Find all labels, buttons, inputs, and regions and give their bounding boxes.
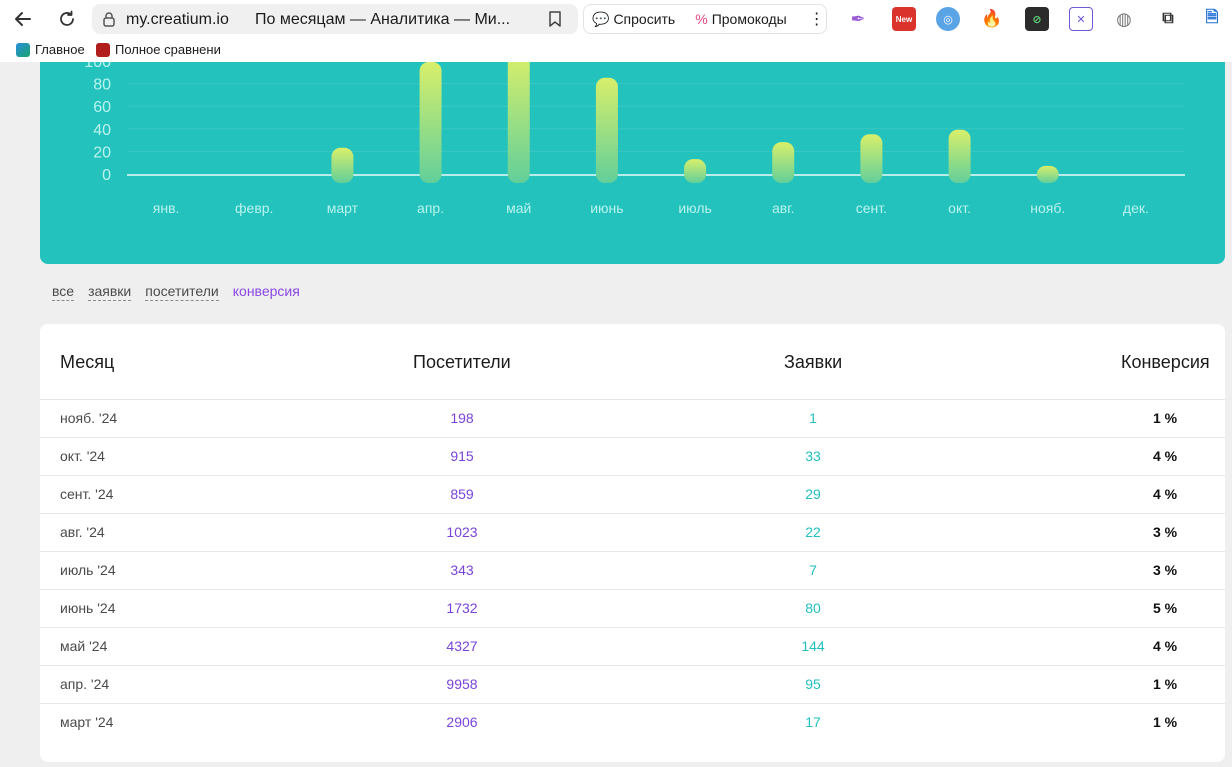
bar-10[interactable] [1036, 165, 1059, 183]
ask-label: Спросить [613, 11, 676, 27]
y-tick-label: 60 [93, 99, 111, 116]
bookmark-main[interactable]: Главное [16, 42, 85, 57]
header-month[interactable]: Месяц [60, 352, 115, 372]
table-row: авг. '24 1023 22 3 % [40, 514, 1225, 552]
bar-6[interactable] [684, 159, 707, 183]
bookmarks-bar: Главное Полное сравнени [0, 38, 1232, 62]
row-month: окт. '24 [60, 448, 105, 464]
row-month: март '24 [60, 714, 114, 730]
table-row: март '24 2906 17 1 % [60, 714, 1178, 730]
reload-button[interactable] [54, 6, 80, 32]
row-month: авг. '24 [60, 524, 105, 540]
globe-extension-icon[interactable]: ◍ [1116, 8, 1132, 29]
table-row: апр. '24 9958 95 1 % [40, 666, 1225, 704]
bar-2[interactable] [331, 147, 354, 183]
vpn-extension-icon[interactable]: ⊘ [1025, 7, 1049, 31]
row-month: май '24 [60, 638, 108, 654]
x-tick-label: дек. [1123, 200, 1149, 216]
puzzle-extension-icon[interactable]: ⧉ [1162, 10, 1174, 27]
lock-icon [103, 12, 115, 27]
y-tick-label: 20 [93, 144, 111, 161]
bar-chart: 100 80 60 40 20 0 янв. февр. март апр. май июнь июль… [84, 62, 1185, 216]
y-tick-label: 100 [84, 62, 111, 71]
table-row: сент. '24 859 29 4 % [40, 476, 1225, 514]
bar-3[interactable] [419, 62, 442, 183]
search-extension-icon[interactable]: ◎ [936, 7, 960, 31]
back-button[interactable] [10, 6, 36, 32]
arrow-left-icon [15, 12, 31, 26]
x-tick-label: июнь [590, 200, 623, 216]
bookmark-label: Главное [35, 42, 85, 57]
table-row: июнь '24 1732 80 5 % [40, 590, 1225, 628]
monthly-chart: 100 80 60 40 20 0 янв. февр. март апр. май июнь июль… [40, 62, 1225, 264]
row-month: июнь '24 [60, 600, 116, 616]
table-row: окт. '24 915 33 4 % [40, 438, 1225, 476]
table-row: нояб. '24 198 1 1 % [40, 400, 1225, 438]
x-tick-label: сент. [856, 200, 887, 216]
y-tick-label: 0 [102, 167, 111, 184]
fire-extension-icon[interactable]: 🔥 [981, 9, 1003, 28]
bookmark-icon[interactable] [546, 10, 564, 28]
bar-9[interactable] [948, 129, 971, 183]
table-row: июль '24 343 7 3 % [40, 552, 1225, 590]
y-tick-label: 40 [93, 122, 111, 139]
row-month: апр. '24 [60, 676, 110, 692]
new-extension-icon[interactable]: New [892, 7, 916, 31]
bar-8[interactable] [860, 134, 883, 183]
table-row: май '24 4327 144 4 % [40, 628, 1225, 666]
promo-label: Промокоды [711, 11, 787, 27]
new-badge: New [895, 14, 913, 24]
x-tick-label: март [327, 200, 359, 216]
chat-bubble-icon: 💬 [592, 10, 610, 27]
filter-2[interactable]: посетители [145, 283, 219, 301]
row-month: июль '24 [60, 562, 116, 578]
n-logo-icon [96, 42, 110, 57]
monthly-table: Месяц Посетители Заявки Конверсия нояб. … [40, 324, 1225, 762]
feather-extension-icon[interactable]: ✒ [850, 8, 866, 29]
kebab-icon: ⋮ [808, 11, 825, 28]
x-tick-label: нояб. [1030, 200, 1065, 216]
x-tick-label: авг. [772, 200, 795, 216]
filter-0[interactable]: все [52, 283, 75, 301]
header-visitors[interactable]: Посетители [413, 352, 511, 372]
address-bar[interactable]: my.creatium.io По месяцам — Аналитика — … [92, 4, 578, 34]
row-month: сент. '24 [60, 486, 114, 502]
assistant-pill-group: 💬 Спросить % Промокоды ⋮ [583, 4, 827, 34]
header-conversion[interactable]: Конверсия [1121, 352, 1210, 372]
browser-toolbar: my.creatium.io По месяцам — Аналитика — … [0, 0, 1232, 38]
close-box-extension-icon[interactable]: ✕ [1069, 7, 1093, 31]
reload-icon [60, 10, 74, 26]
bookmark-comparison[interactable]: Полное сравнени [96, 42, 221, 57]
table-header: Месяц Посетители Заявки Конверсия [40, 324, 1225, 400]
cube-icon [16, 42, 30, 57]
x-tick-label: февр. [235, 200, 273, 216]
more-menu-button[interactable]: ⋮ [797, 4, 833, 34]
filter-3[interactable]: конверсия [232, 283, 300, 299]
bookmark-label: Полное сравнени [115, 42, 221, 57]
document-check-extension-icon[interactable]: 🗎 [1205, 8, 1219, 26]
x-tick-label: янв. [153, 200, 180, 216]
promo-button[interactable]: % Промокоды [685, 4, 797, 34]
x-tick-label: апр. [417, 200, 444, 216]
x-tick-label: июль [678, 200, 711, 216]
x-tick-label: май [506, 200, 531, 216]
ask-button[interactable]: 💬 Спросить [584, 4, 685, 34]
x-tick-label: окт. [948, 200, 971, 216]
metric-filters: все заявки посетители конверсия [52, 283, 300, 301]
row-month: нояб. '24 [60, 410, 118, 426]
filter-1[interactable]: заявки [88, 283, 132, 301]
page-title: По месяцам — Аналитика — Ми... [255, 11, 511, 28]
header-requests[interactable]: Заявки [784, 352, 843, 372]
bar-7[interactable] [772, 142, 795, 183]
percent-icon: % [695, 11, 708, 27]
bar-4[interactable] [507, 62, 530, 183]
chart-baseline-mask [127, 176, 1185, 194]
address-domain: my.creatium.io [126, 11, 229, 28]
bar-5[interactable] [595, 77, 618, 183]
y-tick-label: 80 [93, 77, 111, 94]
